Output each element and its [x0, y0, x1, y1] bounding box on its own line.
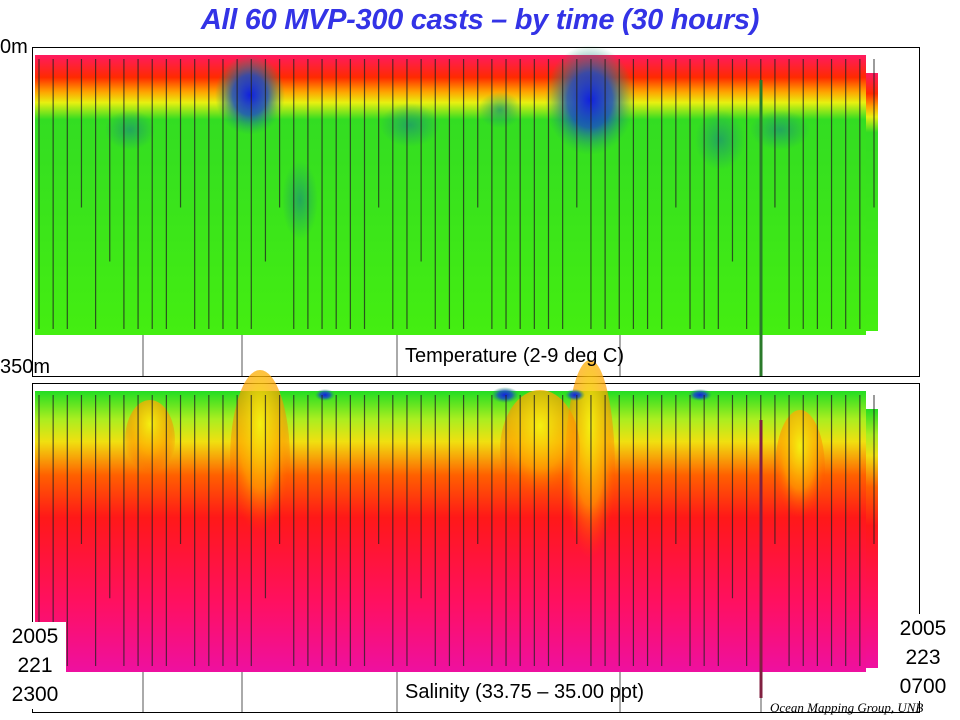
end-year: 2005 [899, 617, 947, 640]
temperature-cold-core [380, 103, 440, 147]
temperature-panel-label: Temperature (2-9 deg C) [405, 345, 624, 367]
start-timestamp: 2005 221 2300 [4, 622, 66, 709]
end-hour: 0700 [899, 675, 947, 698]
chart-title: All 60 MVP-300 casts – by time (30 hours… [200, 4, 760, 36]
start-year: 2005 [11, 625, 59, 648]
temperature-cold-core [695, 110, 745, 170]
temperature-cold-core [750, 110, 810, 150]
temperature-cold-core [105, 110, 155, 150]
field-background-edge [866, 409, 878, 668]
end-timestamp: 2005 223 0700 [892, 614, 954, 701]
salinity-panel-frame [32, 383, 920, 713]
temperature-panel-frame [32, 47, 920, 377]
field-background-edge [866, 73, 878, 331]
temperature-cold-core [478, 92, 522, 128]
salinity-fresh-spot [491, 387, 519, 403]
salinity-fresh-spot [565, 389, 585, 401]
cast-lines [38, 59, 875, 712]
start-hour: 2300 [11, 683, 59, 706]
temperature-cold-core [282, 160, 318, 240]
salinity-fresh-tongue [500, 390, 580, 510]
temperature-cold-core [215, 55, 285, 135]
end-day: 223 [905, 646, 941, 669]
salinity-fresh-spot [315, 389, 335, 401]
temperature-heatmap [35, 45, 878, 335]
salinity-heatmap [35, 360, 878, 672]
start-day: 221 [17, 654, 53, 677]
salinity-fresh-tongue [775, 410, 825, 530]
credit-text: Ocean Mapping Group, UNB [770, 700, 924, 715]
field-background [35, 55, 866, 335]
depth-label-bottom: 350m [0, 356, 51, 378]
depth-label-top: 0m [0, 36, 28, 58]
salinity-fresh-tongue [565, 360, 615, 580]
temperature-cold-core [545, 45, 635, 155]
salinity-fresh-spot [688, 389, 712, 401]
salinity-fresh-tongue [230, 370, 290, 550]
salinity-fresh-tongue [125, 400, 175, 480]
salinity-panel-label: Salinity (33.75 – 35.00 ppt) [405, 681, 645, 703]
